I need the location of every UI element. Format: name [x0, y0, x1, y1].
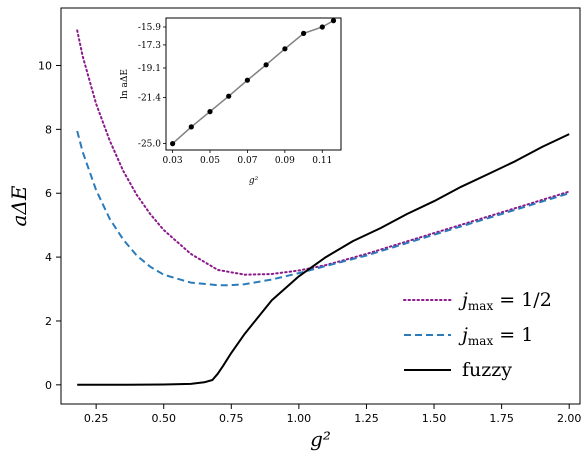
x-tick-label: 2.00 [557, 412, 582, 425]
inset-x-tick-label: 0.11 [312, 156, 332, 166]
inset-y-tick-label: -21.4 [138, 93, 161, 103]
y-tick-label: 0 [45, 379, 52, 392]
inset-y-tick-label: -15.9 [138, 23, 161, 33]
inset-data-point [319, 24, 325, 30]
y-tick-label: 4 [45, 251, 52, 264]
x-axis-label: g² [310, 427, 331, 451]
legend-label: jmax = 1/2 [458, 289, 552, 313]
y-tick-label: 2 [45, 315, 52, 328]
inset-data-point [188, 124, 194, 130]
x-tick-label: 1.00 [287, 412, 312, 425]
series-line-fuzzy [77, 133, 570, 386]
inset-fit-line [172, 19, 334, 145]
x-tick-label: 0.50 [151, 412, 176, 425]
series-line-j [76, 130, 570, 287]
inset-x-tick-label: 0.05 [200, 156, 220, 166]
inset-x-tick-label: 0.09 [275, 156, 295, 166]
inset-data-point [207, 109, 213, 115]
legend-label: jmax = 1 [458, 324, 533, 348]
x-tick-label: 1.25 [354, 412, 379, 425]
x-tick-label: 1.50 [422, 412, 447, 425]
x-tick-label: 0.75 [219, 412, 244, 425]
inset-data-point [301, 30, 307, 36]
inset-y-tick-label: -25.0 [138, 140, 161, 150]
series-line-j [76, 29, 571, 276]
inset-plot: 0.03 0.05 0.07 0.09 0.11 -25.0 -21.4 -19.1 -17.3… [120, 17, 342, 186]
inset-data-point [330, 18, 337, 24]
inset-y-axis-label: ln aΔE [120, 69, 130, 99]
x-tick-label: 1.75 [489, 412, 514, 425]
plot-frame [60, 7, 581, 405]
inset-data-point [263, 62, 269, 68]
inset-x-tick-label: 0.07 [237, 156, 257, 166]
main-plot: 0.25 0.50 0.75 1.00 1.25 1.50 1.75 2.00 0 2 4 6 8 10 g… [7, 7, 582, 451]
x-tick-label: 0.25 [84, 412, 109, 425]
inset-y-tick-label: -17.3 [138, 41, 161, 51]
y-tick-label: 10 [38, 59, 52, 72]
inset-data-point [244, 77, 250, 83]
inset-x-axis-label: g² [249, 176, 259, 186]
inset-frame [165, 17, 342, 151]
inset-data-point [226, 93, 232, 99]
inset-y-tick-label: -19.1 [138, 64, 161, 74]
legend-label: fuzzy [462, 359, 512, 381]
y-tick-label: 8 [45, 123, 52, 136]
inset-x-tick-label: 0.03 [163, 156, 183, 166]
y-axis-label: aΔE [7, 185, 31, 226]
y-tick-label: 6 [45, 187, 52, 200]
legend: jmax = 1/2 jmax = 1 fuzzy [403, 289, 552, 381]
inset-data-point [282, 46, 288, 52]
inset-data-point [170, 141, 176, 147]
